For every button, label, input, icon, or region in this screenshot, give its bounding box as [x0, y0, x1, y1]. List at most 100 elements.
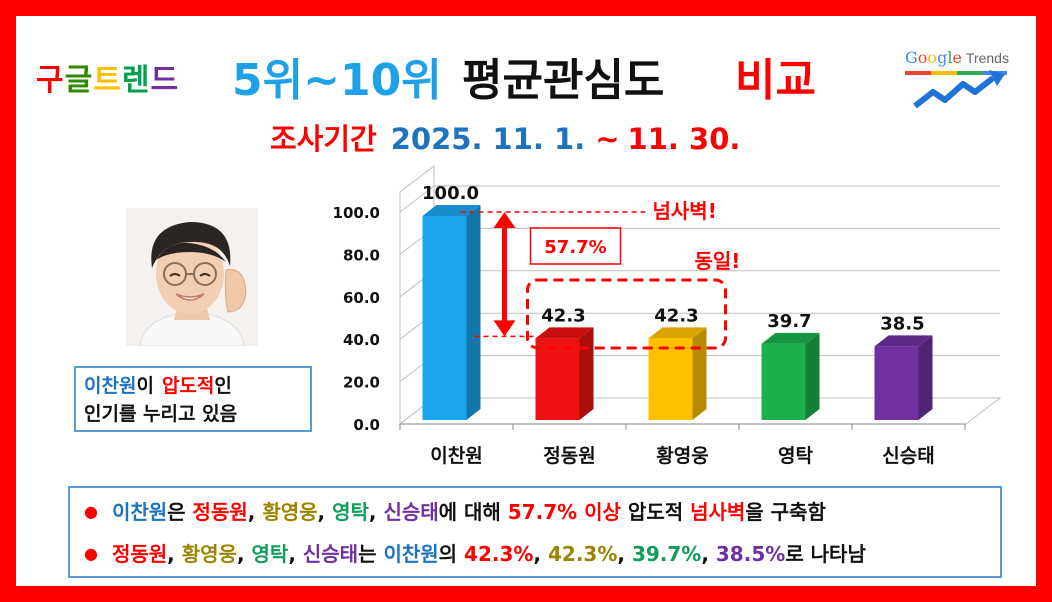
title-brand: 구글트렌드: [36, 55, 179, 99]
summary-segment: 에 대해: [438, 500, 508, 524]
y-tick-label: 80.0: [343, 246, 380, 264]
caption-box: 이찬원이 압도적인 인기를 누리고 있음: [74, 366, 312, 432]
survey-period-tilde: ~: [595, 122, 620, 156]
summary-segment: 로 나타남: [785, 542, 866, 566]
summary-segment: ,: [236, 542, 252, 566]
title-brand-char: 트: [93, 63, 122, 98]
category-label: 영탁: [778, 445, 813, 467]
bar-side: [918, 335, 933, 420]
bar-side: [466, 205, 481, 420]
caption-name: 이찬원: [84, 375, 137, 397]
google-letter: G: [905, 48, 918, 67]
summary-segment: ,: [247, 500, 263, 524]
google-letter: l: [947, 48, 953, 67]
bullet-icon: ●: [84, 544, 98, 563]
y-tick-label: 60.0: [343, 289, 380, 307]
person-photo: [126, 208, 258, 347]
summary-segment: 압도적: [620, 500, 691, 524]
survey-period-end: 11. 30.: [627, 122, 741, 156]
title-brand-char: 글: [64, 63, 94, 98]
caption-highlight: 압도적: [161, 375, 215, 397]
summary-segment: 42.3%: [464, 542, 534, 566]
title-main: 평균관심도: [462, 55, 665, 106]
y-tick-label: 0.0: [353, 416, 380, 434]
category-label: 정동원: [543, 445, 595, 467]
summary-segment: ,: [617, 542, 632, 566]
google-letter: o: [927, 48, 938, 67]
summary-segment: 정동원: [111, 542, 168, 566]
bullet-icon: ●: [84, 502, 98, 521]
summary-segment: 황영웅: [262, 500, 318, 524]
gap-value: 57.7%: [544, 237, 606, 258]
category-label: 신승태: [882, 445, 934, 467]
same-highlight-box: [526, 278, 727, 350]
data-label: 39.7: [767, 311, 811, 332]
summary-segment: ,: [701, 542, 716, 566]
summary-segment: 넘사벽: [690, 500, 746, 524]
summary-segment: ,: [533, 542, 548, 566]
google-letter: e: [952, 48, 962, 67]
google-trends-word: Trends: [965, 50, 1009, 66]
gap-arrow-head-down: [493, 320, 516, 337]
bar-chart: 0.0 20.0 40.0 60.0 80.0 100.0 100.0 이찬원 42.3 정동원 4…: [333, 164, 1002, 467]
data-label: 100.0: [422, 183, 479, 204]
y-tick-label: 40.0: [343, 331, 380, 349]
bar: [648, 338, 693, 420]
survey-period-start: 2025. 11. 1.: [390, 122, 586, 156]
google-trends-logo: Google Trends: [905, 48, 1009, 110]
summary-line-2: ● 정동원, 황영웅, 영탁, 신승태는 이찬원의 42.3%, 42.3%, 3…: [84, 534, 988, 576]
summary-segment: 을 구축함: [745, 500, 826, 524]
summary-segment: 의: [438, 542, 465, 566]
data-label: 42.3: [541, 305, 585, 326]
title-range: 5위~10위: [232, 55, 442, 106]
summary-segment: 38.5%: [715, 542, 786, 566]
google-letter: o: [917, 48, 928, 67]
category-label: 이찬원: [430, 445, 482, 467]
bar: [422, 216, 467, 420]
summary-segment: 신승태: [302, 542, 359, 566]
bar: [535, 338, 580, 420]
bar-side: [692, 327, 707, 420]
summary-line-1: ● 이찬원은 정동원, 황영웅, 영탁, 신승태에 대해 57.7% 이상 압도적…: [84, 492, 988, 534]
category-label: 황영웅: [656, 444, 708, 467]
summary-segment: ,: [317, 500, 333, 524]
trend-arrow-icon: [905, 70, 1007, 109]
bar: [874, 346, 919, 420]
bar-side: [579, 327, 594, 420]
bar-top: [422, 205, 481, 216]
summary-segment: ,: [288, 542, 303, 566]
summary-segment: ,: [368, 500, 384, 524]
gap-label: 넘사벽!: [653, 199, 717, 223]
summary-segment: 황영웅: [181, 542, 237, 566]
caption-line-1: 이찬원이 압도적인: [84, 372, 302, 400]
summary-segment: 42.3%: [547, 542, 618, 566]
data-label: 42.3: [654, 305, 698, 326]
y-tick-label: 100.0: [333, 204, 380, 222]
gap-arrow-head-up: [493, 212, 516, 228]
gridline: [399, 185, 1000, 213]
bar-top: [874, 335, 933, 347]
google-letter: g: [937, 48, 948, 67]
title-brand-char: 구: [36, 63, 65, 98]
summary-segment: 39.7%: [631, 542, 702, 566]
bar-top: [535, 327, 594, 339]
bar-side: [805, 332, 820, 420]
summary-segment: 는: [358, 542, 384, 566]
survey-period: 조사기간 2025. 11. 1. ~11. 30.: [270, 116, 740, 158]
caption-suffix: 인: [214, 375, 232, 397]
summary-segment: 은: [167, 500, 193, 524]
summary-segment: 정동원: [192, 500, 248, 524]
summary-segment: 이찬원: [111, 500, 168, 524]
summary-segment: ,: [167, 542, 182, 566]
summary-segment: 신승태: [383, 500, 439, 524]
gap-value-box: [529, 227, 622, 265]
gridline: [399, 270, 1000, 298]
survey-period-label: 조사기간: [270, 122, 377, 156]
caption-particle: 이: [136, 375, 154, 397]
bar-top: [648, 327, 707, 339]
bar: [761, 343, 806, 420]
title-brand-char: 렌: [121, 63, 151, 98]
summary-box: ● 이찬원은 정동원, 황영웅, 영탁, 신승태에 대해 57.7% 이상 압도적…: [68, 486, 1002, 578]
y-tick-label: 20.0: [343, 374, 380, 392]
data-label: 38.5: [880, 313, 924, 334]
